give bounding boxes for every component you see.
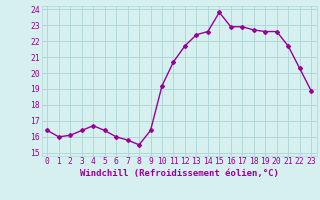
X-axis label: Windchill (Refroidissement éolien,°C): Windchill (Refroidissement éolien,°C) [80, 169, 279, 178]
